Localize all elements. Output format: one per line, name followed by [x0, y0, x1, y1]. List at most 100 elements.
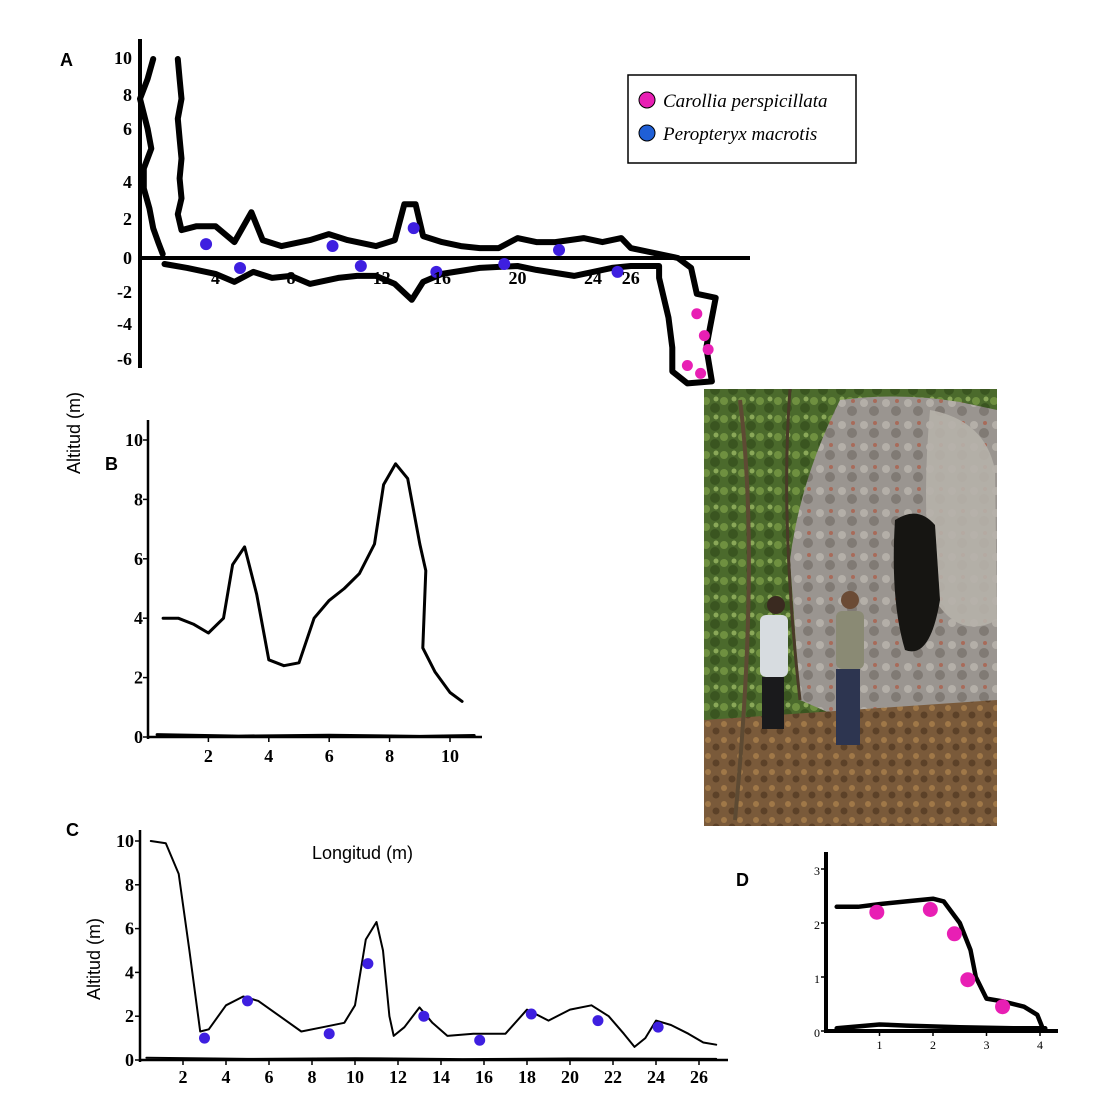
panel-a-carollia-point	[702, 344, 714, 356]
panel-c-x-tick-label: 6	[265, 1067, 274, 1087]
panel-d-carollia-point	[869, 904, 885, 920]
panel-a-x-tick-label: 12	[373, 268, 391, 288]
panel-c-x-tick-label: 22	[604, 1067, 622, 1087]
panel-a-peropteryx-point	[611, 265, 624, 278]
panel-a-peropteryx-point	[354, 259, 367, 272]
panel-d-x-tick-label: 4	[1037, 1038, 1043, 1052]
panel-b-y-tick-label: 0	[134, 727, 143, 747]
panel-a-y-tick-label: 2	[123, 209, 132, 229]
panel-c-x-tick-label: 16	[475, 1067, 493, 1087]
panel-a-y-tick-label: -2	[117, 282, 132, 302]
panel-d-y-tick-label: 0	[814, 1026, 820, 1040]
panel-b-x-tick-label: 4	[264, 746, 273, 766]
panel-a-peropteryx-point	[430, 265, 443, 278]
legend-label: Carollia perspicillata	[663, 91, 828, 112]
y-axis-title-c: Altitud (m)	[84, 918, 104, 1000]
panel-d-x-tick-label: 2	[930, 1038, 936, 1052]
panel-c-x-tick-label: 24	[647, 1067, 665, 1087]
panel-b-y-tick-label: 6	[134, 549, 143, 569]
panel-c-y-tick-label: 4	[125, 962, 134, 982]
legend-swatch	[638, 91, 656, 109]
panel-a-y-tick-label: 4	[123, 172, 132, 192]
panel-b-x-tick-label: 2	[204, 746, 213, 766]
panel-c-x-tick-label: 20	[561, 1067, 579, 1087]
panel-a-entrance-wall	[137, 56, 166, 257]
panel-c-x-tick-label: 4	[222, 1067, 231, 1087]
panel-c-y-tick-label: 10	[116, 831, 134, 851]
panel-d-carollia-point	[995, 999, 1011, 1015]
panel-d-cave-profile	[834, 896, 1045, 1031]
panel-c-cave-floor	[145, 1056, 718, 1061]
panel-b-y-tick-label: 10	[125, 430, 143, 450]
panel-a-peropteryx-point	[234, 261, 247, 274]
panel-b-cave-floor	[155, 733, 476, 738]
panel-b-chart: 2 4 6 8 10 10 8 6 4 2 0	[125, 420, 482, 766]
panel-a-y-tick-label: -6	[117, 349, 132, 369]
panel-a-carollia-point	[695, 367, 707, 379]
panel-d-x-tick-label: 3	[984, 1038, 990, 1052]
panel-b-y-tick-label: 4	[134, 608, 143, 628]
panel-d-y-tick-label: 3	[814, 864, 820, 878]
panel-b-y-tick-label: 2	[134, 668, 143, 688]
panel-b-x-tick-label: 10	[441, 746, 459, 766]
panel-a-y-tick-label: -4	[117, 314, 132, 334]
panel-c-y-tick-label: 8	[125, 875, 134, 895]
panel-a-y-tick-label: 10	[114, 48, 132, 68]
panel-c-peropteryx-point	[323, 1028, 335, 1040]
panel-c-x-tick-label: 12	[389, 1067, 407, 1087]
panel-b-cave-profile	[161, 462, 464, 703]
panel-a-y-tick-label: 0	[123, 248, 132, 268]
panel-c-x-tick-label: 2	[179, 1067, 188, 1087]
panel-d-carollia-point	[922, 902, 938, 917]
panel-c-y-tick-label: 6	[125, 919, 134, 939]
panel-d-y-tick-label: 1	[814, 972, 820, 986]
panel-a-x-tick-label: 4	[211, 268, 220, 288]
panel-c-cave-profile	[149, 840, 718, 1048]
panel-a-x-tick-label: 26	[622, 268, 640, 288]
panel-a-cave-profile	[161, 56, 719, 387]
panel-a-carollia-point	[698, 330, 710, 342]
panel-a-x-tick-label: 20	[509, 268, 527, 288]
panel-label-c: C	[66, 820, 79, 840]
panel-c-peropteryx-point	[525, 1008, 537, 1020]
panel-c-peropteryx-point	[652, 1021, 664, 1033]
panel-a-peropteryx-point	[407, 222, 420, 235]
panel-c-x-tick-label: 18	[518, 1067, 536, 1087]
y-axis-title-ab: Altitud (m)	[64, 392, 84, 474]
panel-d-y-tick-label: 2	[814, 918, 820, 932]
panel-c-peropteryx-point	[199, 1032, 210, 1044]
panel-d-carollia-point	[946, 926, 962, 942]
panel-a-x-tick-label: 8	[287, 268, 296, 288]
legend-label: Peropteryx macrotis	[662, 124, 817, 145]
legend-swatch	[638, 124, 656, 142]
panel-d-chart: 1 2 3 4 3 2 1 0	[814, 852, 1058, 1052]
panel-a-x-tick-label: 24	[584, 268, 602, 288]
panel-a-x-tick-label: 16	[433, 268, 451, 288]
x-axis-title-longitud: Longitud (m)	[312, 843, 413, 863]
panel-a-carollia-point	[681, 359, 693, 371]
panel-d-carollia-point	[960, 972, 976, 988]
panel-c-x-tick-label: 8	[308, 1067, 317, 1087]
legend: Carollia perspicillata Peropteryx macroti…	[627, 74, 857, 164]
panel-d-x-tick-label: 1	[877, 1038, 883, 1052]
panel-c-x-tick-label: 14	[432, 1067, 450, 1087]
panel-b-x-tick-label: 8	[385, 746, 394, 766]
panel-a-y-tick-label: 6	[123, 119, 132, 139]
panel-d-cave-floor	[834, 1022, 1048, 1031]
panel-label-b: B	[105, 454, 118, 474]
panel-label-d: D	[736, 870, 749, 890]
legend-box	[627, 74, 857, 164]
panel-a-peropteryx-point	[326, 240, 339, 253]
panel-c-y-tick-label: 2	[125, 1006, 134, 1026]
panel-c-peropteryx-point	[362, 958, 374, 970]
panel-b-x-tick-label: 6	[325, 746, 334, 766]
cave-entrance-photo	[704, 389, 997, 826]
panel-a-peropteryx-point	[498, 257, 511, 270]
panel-a-peropteryx-point	[553, 244, 566, 257]
panel-c-peropteryx-point	[474, 1034, 486, 1046]
panel-b-y-tick-label: 8	[134, 489, 143, 509]
panel-label-a: A	[60, 50, 73, 70]
